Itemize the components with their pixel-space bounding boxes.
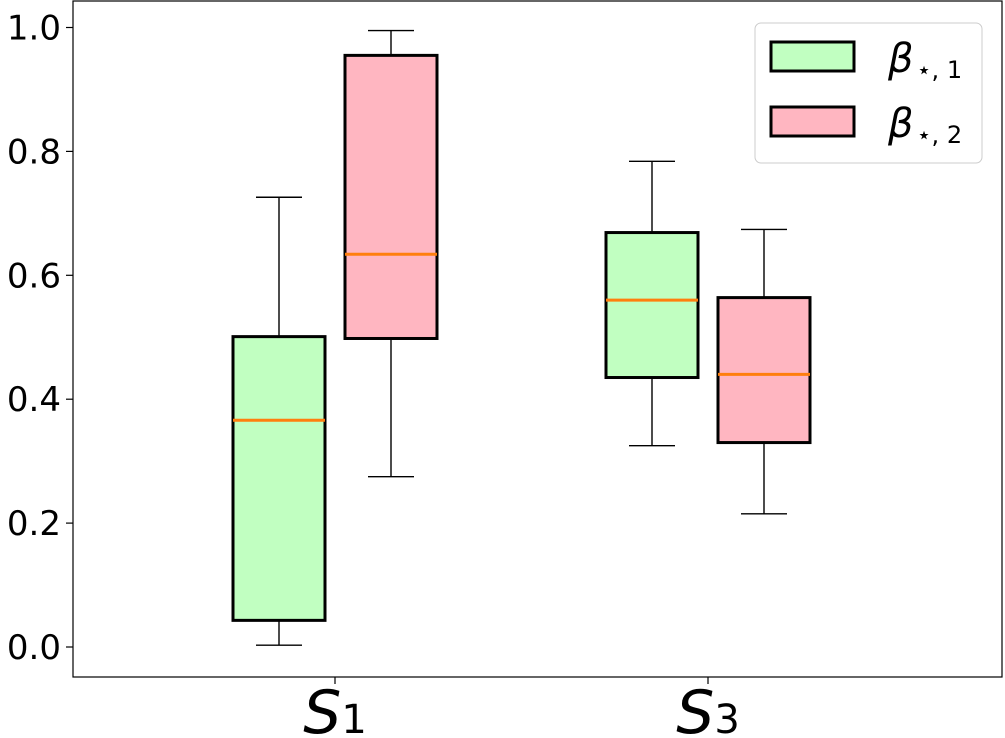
x-tick-label-base: S xyxy=(303,678,341,738)
legend-label-1: β ⋆, 1 xyxy=(887,36,962,84)
x-tick-label: S3 xyxy=(676,678,740,738)
box-2-cat-2 xyxy=(716,228,812,515)
legend-swatch-2 xyxy=(769,105,856,138)
box-body xyxy=(604,231,700,380)
legend: β ⋆, 1β ⋆, 2 xyxy=(754,22,983,164)
legend-label-base: β xyxy=(887,101,914,147)
legend-label-base: β xyxy=(887,36,914,82)
x-tick-label-subscript: 3 xyxy=(714,697,739,738)
legend-label-subscript: ⋆, 1 xyxy=(917,56,963,84)
box-body xyxy=(231,335,327,622)
y-tick-label: 1.0 xyxy=(7,9,61,49)
legend-label-2: β ⋆, 2 xyxy=(887,101,962,149)
y-tick-label: 0.8 xyxy=(7,132,61,172)
box-1-cat-1 xyxy=(231,196,327,646)
y-tick-label: 0.4 xyxy=(7,380,61,420)
y-axis: 0.0 0.2 0.4 0.6 0.8 1.0 xyxy=(7,9,73,668)
box-body xyxy=(716,296,812,445)
legend-swatch-1 xyxy=(769,40,856,73)
box-body xyxy=(343,53,439,340)
x-axis: S1 S3 xyxy=(303,677,740,738)
y-tick-label: 0.0 xyxy=(7,628,61,668)
box-1-cat-2 xyxy=(604,160,700,447)
y-tick-label: 0.6 xyxy=(7,256,61,296)
x-tick-label-subscript: 1 xyxy=(341,697,366,738)
boxes-layer xyxy=(231,29,812,646)
x-tick-label: S1 xyxy=(303,678,367,738)
axes-frame xyxy=(72,0,1003,678)
box-2-cat-1 xyxy=(343,29,439,478)
x-tick-label-base: S xyxy=(676,678,714,738)
legend-label-subscript: ⋆, 2 xyxy=(917,121,963,149)
y-tick-label: 0.2 xyxy=(7,504,61,544)
